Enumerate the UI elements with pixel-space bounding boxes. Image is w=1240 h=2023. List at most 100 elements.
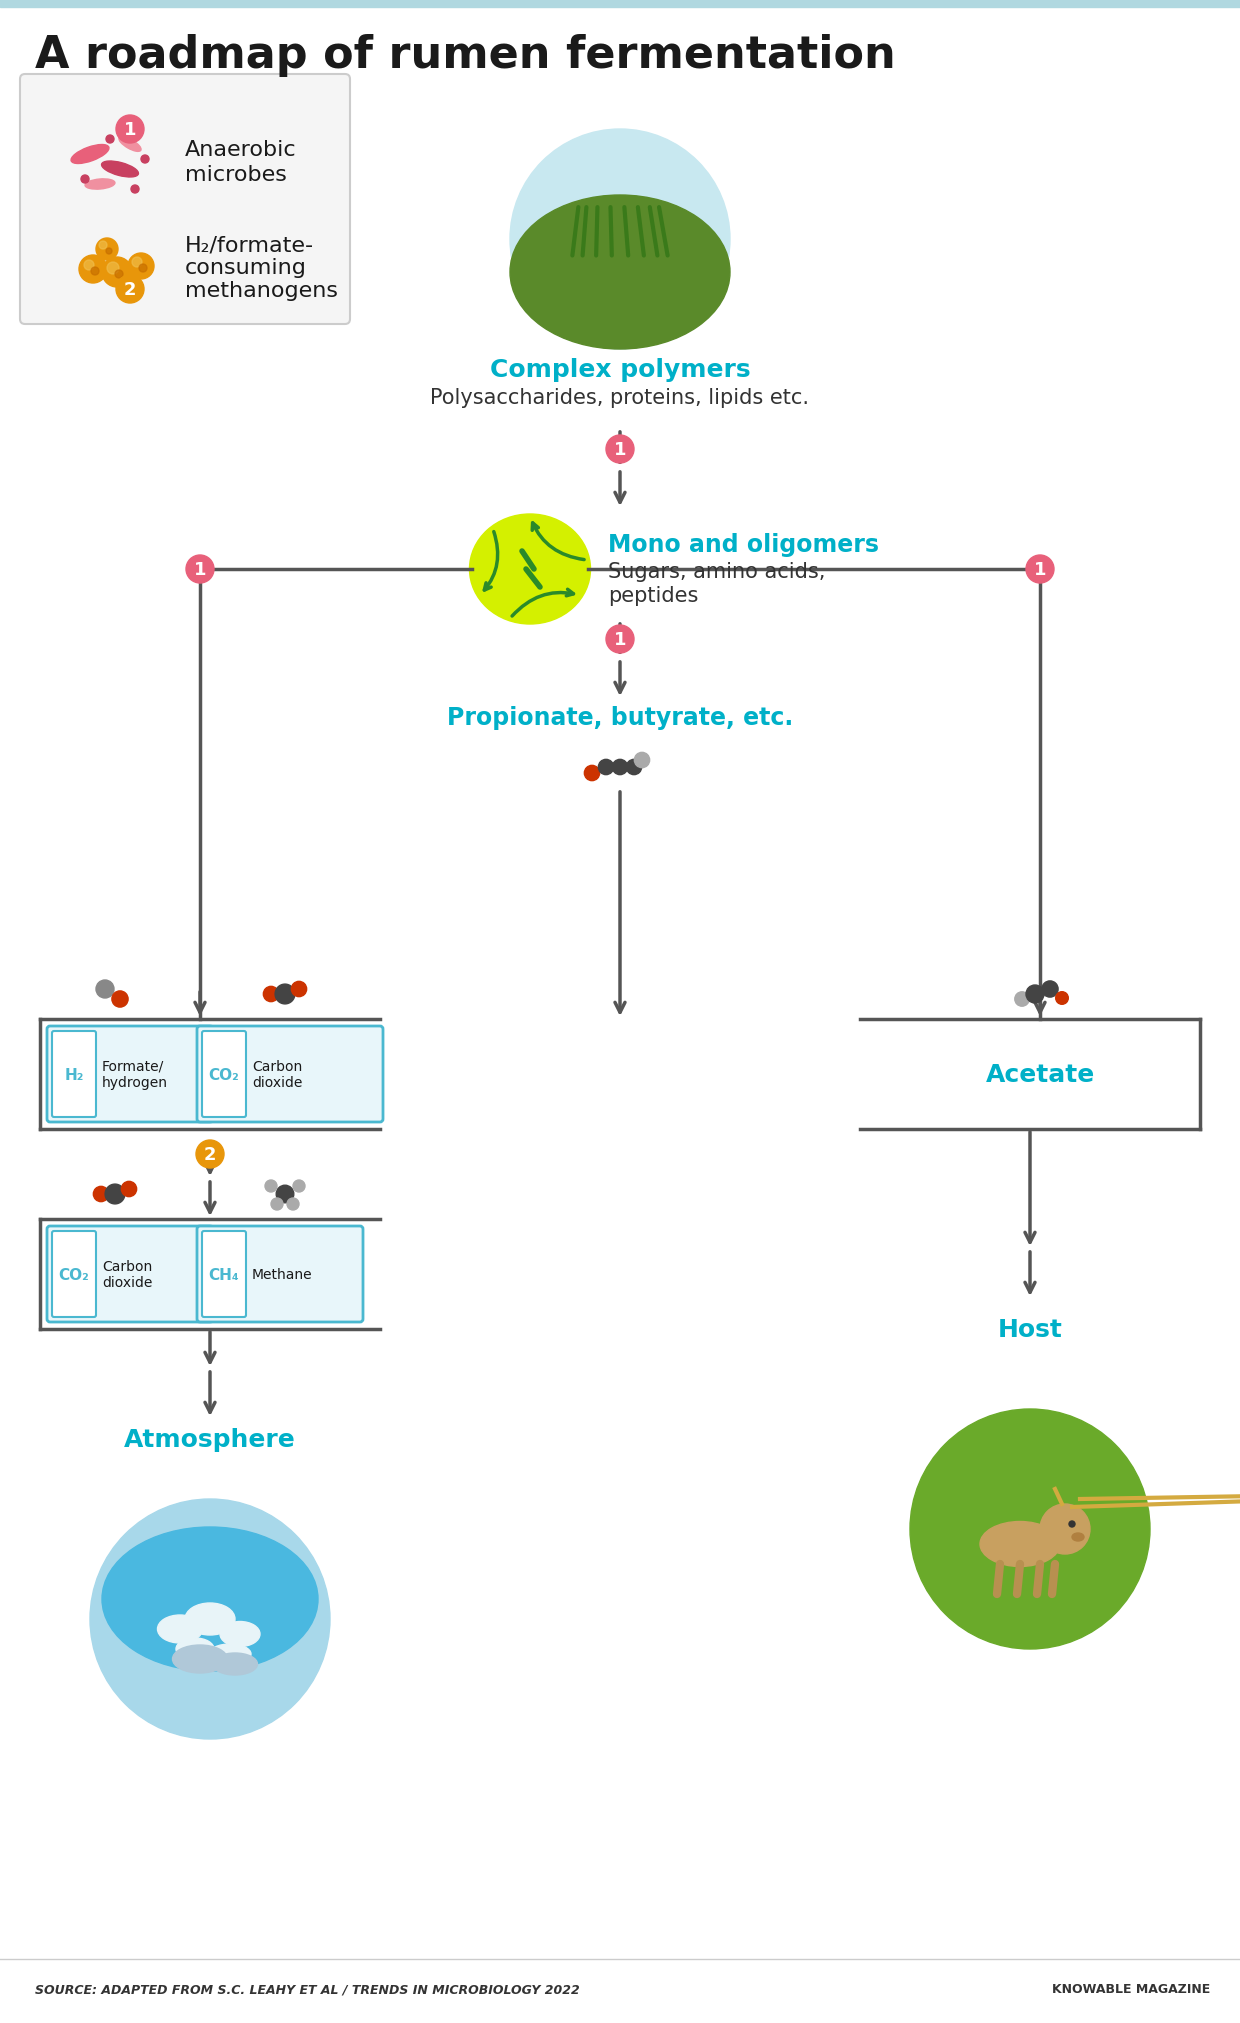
FancyBboxPatch shape — [47, 1226, 213, 1323]
Ellipse shape — [71, 146, 109, 164]
Circle shape — [1014, 993, 1029, 1007]
Ellipse shape — [470, 514, 590, 625]
Circle shape — [112, 991, 128, 1007]
Circle shape — [131, 186, 139, 194]
Circle shape — [1025, 985, 1044, 1003]
Circle shape — [122, 1181, 136, 1198]
Text: SOURCE: ADAPTED FROM S.C. LEAHY ET AL / TRENDS IN MICROBIOLOGY 2022: SOURCE: ADAPTED FROM S.C. LEAHY ET AL / … — [35, 1983, 580, 1995]
Circle shape — [105, 1185, 125, 1204]
FancyBboxPatch shape — [52, 1032, 95, 1117]
Circle shape — [91, 267, 99, 275]
Circle shape — [139, 265, 148, 273]
Ellipse shape — [1073, 1533, 1084, 1542]
Text: 1: 1 — [614, 631, 626, 649]
Text: H₂: H₂ — [64, 1066, 83, 1082]
Text: Sugars, amino acids,: Sugars, amino acids, — [608, 562, 826, 583]
Circle shape — [910, 1410, 1149, 1649]
Circle shape — [95, 981, 114, 999]
Circle shape — [102, 257, 131, 287]
Circle shape — [599, 761, 614, 775]
Text: A roadmap of rumen fermentation: A roadmap of rumen fermentation — [35, 34, 895, 77]
Circle shape — [510, 129, 730, 350]
Text: Acetate: Acetate — [986, 1062, 1095, 1086]
Text: CH₄: CH₄ — [208, 1266, 239, 1283]
Text: methanogens: methanogens — [185, 281, 339, 301]
Text: 1: 1 — [614, 441, 626, 459]
Circle shape — [635, 753, 650, 769]
Circle shape — [93, 1188, 109, 1202]
Circle shape — [141, 156, 149, 164]
Text: consuming: consuming — [185, 257, 306, 277]
Circle shape — [1042, 981, 1058, 997]
Text: Mono and oligomers: Mono and oligomers — [608, 532, 879, 556]
Circle shape — [131, 257, 143, 267]
Circle shape — [105, 249, 112, 255]
FancyBboxPatch shape — [52, 1232, 95, 1317]
Text: peptides: peptides — [608, 587, 698, 605]
Text: Polysaccharides, proteins, lipids etc.: Polysaccharides, proteins, lipids etc. — [430, 388, 810, 409]
FancyBboxPatch shape — [202, 1232, 246, 1317]
Text: Atmosphere: Atmosphere — [124, 1428, 296, 1450]
FancyBboxPatch shape — [47, 1026, 213, 1123]
Text: Host: Host — [997, 1317, 1063, 1341]
Ellipse shape — [119, 138, 141, 152]
Circle shape — [265, 1179, 277, 1192]
Circle shape — [117, 115, 144, 144]
Ellipse shape — [980, 1521, 1060, 1566]
Text: CO₂: CO₂ — [208, 1066, 239, 1082]
Circle shape — [84, 261, 94, 271]
Text: 1: 1 — [1034, 560, 1047, 579]
Text: CO₂: CO₂ — [58, 1266, 89, 1283]
Circle shape — [606, 435, 634, 463]
Ellipse shape — [102, 162, 139, 178]
Ellipse shape — [176, 1639, 215, 1661]
Ellipse shape — [210, 1645, 250, 1665]
Circle shape — [613, 761, 627, 775]
FancyBboxPatch shape — [197, 1226, 363, 1323]
Text: Carbon
dioxide: Carbon dioxide — [102, 1258, 153, 1289]
Text: 2: 2 — [203, 1145, 216, 1163]
Ellipse shape — [212, 1653, 258, 1675]
Text: H₂/formate-: H₂/formate- — [185, 235, 314, 255]
FancyBboxPatch shape — [197, 1026, 383, 1123]
Text: Methane: Methane — [252, 1266, 312, 1281]
Circle shape — [79, 255, 107, 283]
Circle shape — [1055, 991, 1069, 1005]
Circle shape — [91, 1499, 330, 1740]
Ellipse shape — [172, 1645, 227, 1673]
Ellipse shape — [157, 1614, 202, 1643]
Circle shape — [291, 981, 306, 997]
Circle shape — [293, 1179, 305, 1192]
Circle shape — [272, 1198, 283, 1210]
FancyBboxPatch shape — [20, 75, 350, 326]
Circle shape — [117, 275, 144, 303]
Bar — [0, 0, 1240, 8]
Circle shape — [81, 176, 89, 184]
Circle shape — [1025, 556, 1054, 585]
Text: Propionate, butyrate, etc.: Propionate, butyrate, etc. — [446, 706, 794, 730]
Circle shape — [107, 263, 119, 275]
Circle shape — [128, 253, 154, 279]
Text: microbes: microbes — [185, 166, 286, 184]
Circle shape — [626, 761, 641, 775]
Ellipse shape — [185, 1602, 236, 1635]
Circle shape — [286, 1198, 299, 1210]
Circle shape — [186, 556, 215, 585]
Ellipse shape — [86, 180, 115, 190]
Text: Complex polymers: Complex polymers — [490, 358, 750, 382]
Circle shape — [1040, 1505, 1090, 1554]
Circle shape — [584, 767, 600, 781]
Text: Anaerobic: Anaerobic — [185, 140, 296, 160]
Text: 2: 2 — [124, 281, 136, 299]
Text: KNOWABLE MAGAZINE: KNOWABLE MAGAZINE — [1052, 1983, 1210, 1995]
Circle shape — [196, 1141, 224, 1169]
Circle shape — [99, 243, 107, 251]
Circle shape — [115, 271, 123, 279]
Ellipse shape — [510, 196, 730, 350]
Circle shape — [277, 1185, 294, 1204]
Text: Formate/
hydrogen: Formate/ hydrogen — [102, 1060, 167, 1090]
Circle shape — [95, 239, 118, 261]
Text: Carbon
dioxide: Carbon dioxide — [252, 1060, 303, 1090]
Circle shape — [105, 136, 114, 144]
FancyBboxPatch shape — [202, 1032, 246, 1117]
